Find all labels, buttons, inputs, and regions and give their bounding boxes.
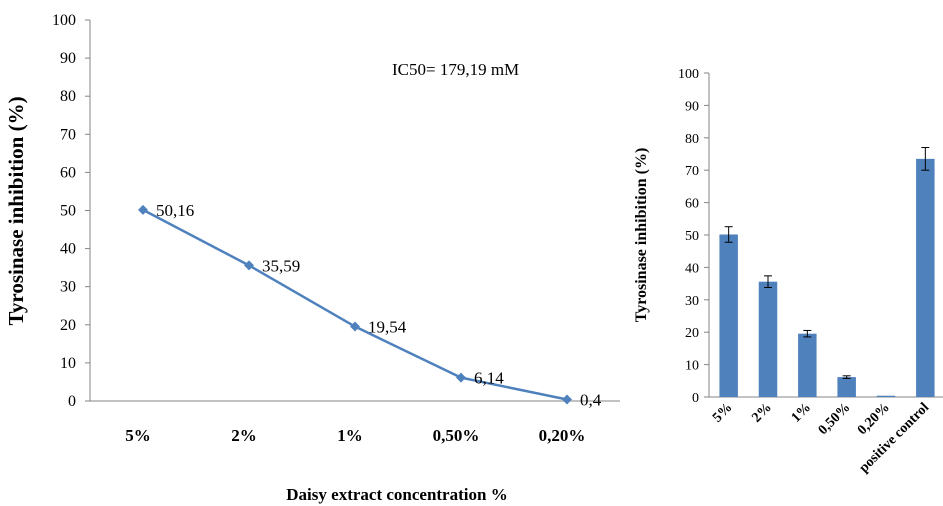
line-chart: Tyrosinase inhibition (%) Daisy extract … [4, 20, 620, 504]
line-point-data-label: 19,54 [368, 318, 407, 337]
bar-chart-y-ticks: 0 10 20 30 40 50 60 70 80 90 100 [678, 67, 709, 406]
bar-chart-y-tick-label: 50 [685, 229, 699, 244]
line-chart-x-tick-label: 2% [231, 426, 257, 445]
bar-chart-y-tick-label: 0 [692, 391, 699, 406]
line-chart-y-tick-label: 70 [60, 126, 76, 143]
bar-chart-x-ticks: 5% 2% 1% 0,50% 0,20%positive control [710, 400, 932, 476]
line-chart-y-tick-label: 50 [60, 203, 76, 220]
line-point-marker [138, 204, 148, 215]
bar-chart-y-tick-label: 100 [678, 67, 699, 82]
bar-chart-x-tick-label: 5% [710, 400, 735, 425]
bar-chart-x-tick-label: 0,20% [855, 400, 893, 438]
bar-chart-y-tick-label: 30 [685, 294, 699, 309]
line-chart-x-tick-label: 0,50% [433, 426, 480, 445]
line-chart-y-tick-label: 40 [60, 241, 76, 258]
line-point-data-label: 0,4 [580, 390, 602, 409]
bar [758, 281, 778, 397]
bar [798, 333, 817, 397]
line-chart-x-axis-label: Daisy extract concentration % [286, 485, 507, 504]
bar-chart-x-tick-label: 1% [789, 400, 814, 425]
line-chart-x-ticks: 5% 2% 1% 0,50% 0,20% [125, 426, 585, 445]
line-chart-series: 50,16 35,59 19,54 6,14 0,4 [138, 201, 602, 409]
line-chart-y-tick-label: 100 [52, 12, 76, 29]
line-chart-y-tick-label: 20 [60, 317, 76, 334]
bar-chart-y-tick-label: 70 [685, 164, 699, 179]
bar-chart-y-tick-label: 40 [685, 261, 699, 276]
line-point-marker [350, 321, 360, 332]
bar-chart-y-tick-label: 90 [685, 99, 699, 114]
line-point-data-label: 35,59 [262, 256, 300, 275]
bar-chart-x-tick-label: 0,50% [816, 400, 854, 438]
bar-chart-x-tick-label: positive control [857, 400, 933, 476]
bar-chart-y-tick-label: 80 [685, 132, 699, 147]
line-point-marker [562, 394, 572, 405]
bar-chart-y-tick-label: 10 [685, 359, 699, 374]
bar-chart-y-tick-label: 20 [685, 326, 699, 341]
bar-chart-y-axis-label: Tyrosinase inhibition (%) [633, 148, 650, 323]
line-point-marker [456, 372, 466, 383]
bar-chart-bars [719, 147, 935, 397]
ic50-annotation: IC50= 179,19 mM [392, 60, 519, 79]
bar-chart-x-tick-label: 2% [749, 400, 774, 425]
line-chart-x-tick-label: 5% [125, 426, 151, 445]
line-chart-y-tick-label: 10 [60, 355, 76, 372]
bar [837, 377, 856, 397]
bar [916, 158, 935, 397]
line-chart-y-tick-label: 60 [60, 164, 76, 181]
bar-chart: Tyrosinase inhibition (%) [633, 73, 943, 398]
line-chart-y-ticks: 0 10 20 30 40 50 60 70 80 90 100 [52, 12, 90, 410]
line-chart-y-tick-label: 30 [60, 279, 76, 296]
line-chart-y-tick-label: 0 [68, 393, 76, 410]
line-chart-y-axis-label: Tyrosinase inhibition (%) [4, 96, 28, 325]
bar-chart-y-tick-label: 60 [685, 197, 699, 212]
line-point-data-label: 6,14 [474, 369, 504, 388]
line-chart-y-tick-label: 80 [60, 88, 76, 105]
line-point-data-label: 50,16 [156, 201, 194, 220]
line-chart-x-tick-label: 1% [337, 426, 363, 445]
bar [876, 395, 896, 397]
line-point-marker [244, 260, 254, 271]
line-chart-y-tick-label: 90 [60, 50, 76, 67]
line-chart-x-tick-label: 0,20% [539, 426, 586, 445]
bar [719, 234, 738, 397]
